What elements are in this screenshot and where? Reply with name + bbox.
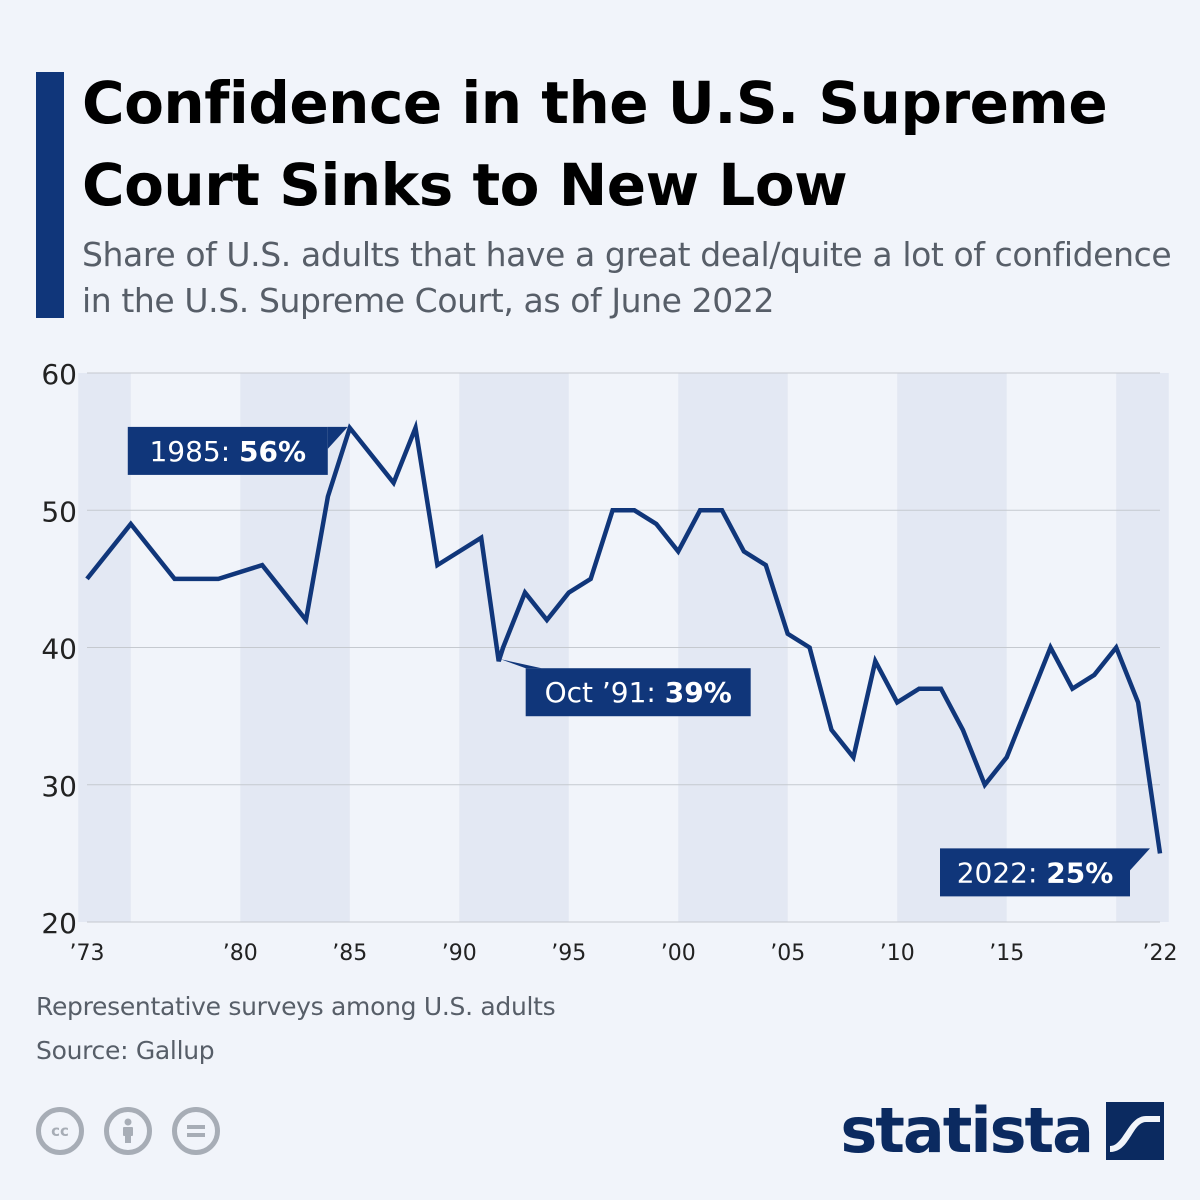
chart-subtitle: Share of U.S. adults that have a great d… [82, 235, 1172, 320]
cc-icon[interactable]: cc [36, 1107, 84, 1155]
callout-pointer [500, 659, 542, 669]
callout-pointer [327, 426, 348, 449]
callout-pointer [1130, 848, 1150, 871]
series-line [85, 419, 1163, 854]
no-derivatives-icon[interactable] [172, 1107, 220, 1155]
y-tick-label: 20 [41, 907, 77, 940]
callout-box [940, 848, 1130, 897]
y-tick-label: 60 [41, 358, 77, 391]
x-tick-label: ’80 [223, 941, 258, 966]
x-tick-label: ’85 [332, 941, 367, 966]
statista-logo[interactable]: statista [840, 1100, 1164, 1162]
footnote: Representative surveys among U.S. adults [36, 992, 556, 1021]
callout-label: 1985: 56% [149, 435, 306, 468]
x-tick-label: ’15 [989, 941, 1024, 966]
x-tick-label: ’22 [1143, 941, 1178, 966]
callout-year: Oct ’91: [545, 676, 665, 709]
callout-box [525, 668, 751, 717]
callout-value: 25% [1046, 856, 1113, 889]
attribution-icon[interactable] [104, 1107, 152, 1155]
callout-value: 39% [665, 676, 732, 709]
accent-bar [36, 72, 64, 318]
x-tick-label: ’00 [661, 941, 696, 966]
x-tick-label: ’90 [442, 941, 477, 966]
x-tick-label: ’05 [770, 941, 805, 966]
line-chart: 20 30 40 50 60 ’73 ’80 ’85 ’90 ’95 ’00 ’05 ’10 ’15 ’22… [41, 358, 1178, 966]
callout-year: 2022: [957, 856, 1047, 889]
callout-year: 1985: [149, 435, 239, 468]
brand-wordmark: statista [840, 1094, 1094, 1167]
callout-box [127, 426, 328, 475]
x-tick-label: ’95 [551, 941, 586, 966]
chart-title: Confidence in the U.S. Supreme Court Sin… [82, 69, 1108, 219]
y-tick-label: 30 [41, 770, 77, 803]
callout-value: 56% [239, 435, 306, 468]
license-icons: cc [36, 1107, 220, 1155]
statista-logo-icon [1106, 1102, 1164, 1160]
y-tick-label: 50 [41, 495, 77, 528]
source-note: Source: Gallup [36, 1036, 215, 1065]
x-tick-label: ’10 [880, 941, 915, 966]
x-tick-label: ’73 [70, 941, 105, 966]
callout-label: 2022: 25% [957, 856, 1114, 889]
y-tick-label: 40 [41, 633, 77, 666]
callout-label: Oct ’91: 39% [545, 676, 732, 709]
